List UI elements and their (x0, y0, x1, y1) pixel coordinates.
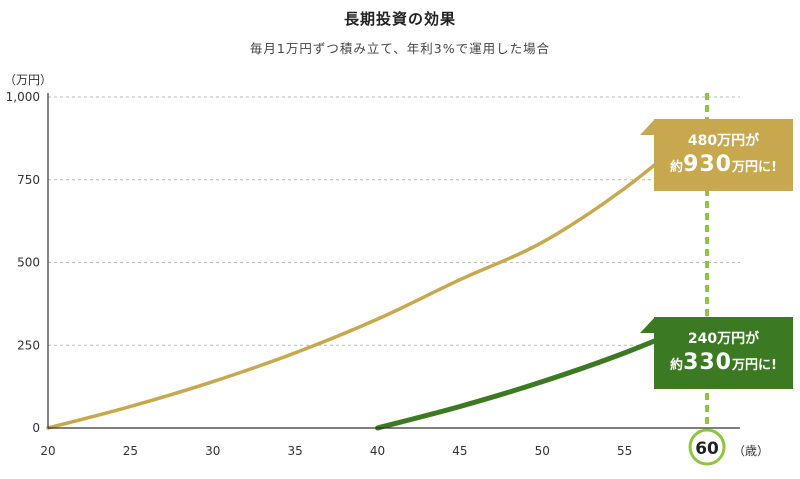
callout-gold-line1: 480万円が (687, 133, 760, 150)
y-tick-label: 1,000 (6, 90, 40, 104)
callout-pointer (640, 317, 655, 334)
series-line-2 (375, 316, 710, 431)
x-tick-label: 40 (370, 444, 385, 458)
callout-green-result: 240万円が 約330万円に! (640, 317, 793, 390)
x-tick-label: 50 (535, 444, 550, 458)
x-tick-label: 35 (288, 444, 303, 458)
callout-green-prefix: 約 (670, 357, 684, 373)
callout-gold-prefix: 約 (670, 160, 684, 176)
callout-gold-suffix: 万円に! (732, 160, 777, 176)
y-tick-label: 250 (17, 338, 40, 352)
callout-green-suffix: 万円に! (732, 357, 777, 373)
y-axis-unit: （万円） (4, 73, 52, 87)
y-tick-label: 0 (32, 421, 40, 435)
x-tick-label: 45 (452, 444, 467, 458)
highlight-age-label: 60 (695, 439, 719, 459)
x-tick-label: 30 (205, 444, 220, 458)
x-tick-label: 55 (617, 444, 632, 458)
callout-green-amount: 330 (683, 349, 732, 375)
callout-pointer (640, 119, 655, 136)
y-tick-label: 750 (17, 173, 40, 187)
chart-subtitle: 毎月1万円ずつ積み立て、年利3%で運用した場合 (249, 41, 551, 56)
chart-title: 長期投資の効果 (343, 10, 456, 28)
x-tick-label: 25 (123, 444, 138, 458)
callout-gold-result: 480万円が 約930万円に! (640, 119, 793, 192)
highlight-age-circle (688, 428, 726, 466)
callout-gold-amount: 930 (683, 152, 732, 178)
y-tick-label: 500 (17, 256, 40, 270)
series-line-1 (46, 119, 709, 430)
x-axis-unit: （歳） (733, 444, 769, 458)
callout-green-line1: 240万円が (687, 331, 760, 348)
x-tick-label: 20 (40, 444, 55, 458)
